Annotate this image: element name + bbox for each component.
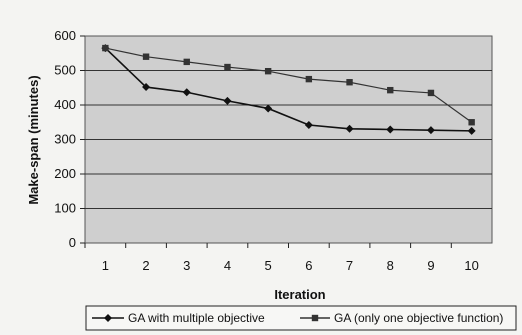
- legend-label: GA (only one objective function): [334, 311, 503, 325]
- series-line: [105, 47, 473, 123]
- legend-marker: [104, 314, 112, 322]
- x-tick-label: 9: [427, 258, 434, 273]
- data-point: [264, 67, 272, 75]
- y-tick-label: 100: [54, 201, 76, 216]
- x-tick-label: 1: [102, 258, 109, 273]
- data-point: [305, 75, 313, 83]
- y-axis-ticks: 0 100 200 300 400 500 600: [54, 28, 85, 250]
- y-tick-label: 300: [54, 132, 76, 147]
- x-tick-label: 10: [464, 258, 478, 273]
- x-tick-label: 7: [346, 258, 353, 273]
- data-point: [345, 124, 354, 133]
- legend-item-1: GA with multiple objective: [92, 311, 265, 325]
- x-axis-title: Iteration: [274, 287, 325, 302]
- data-point: [427, 89, 435, 97]
- data-point: [387, 86, 394, 94]
- legend-marker: [311, 314, 319, 322]
- y-tick-label: 600: [54, 28, 76, 43]
- data-point: [224, 63, 231, 71]
- y-tick-label: 400: [54, 97, 76, 112]
- y-tick-label: 200: [54, 166, 76, 181]
- data-point: [386, 125, 395, 134]
- legend-item-2: GA (only one objective function): [300, 311, 503, 325]
- x-tick-label: 8: [387, 258, 394, 273]
- data-point: [264, 104, 273, 113]
- data-point: [102, 44, 109, 52]
- data-point: [346, 79, 353, 86]
- data-point: [223, 96, 232, 105]
- x-tick-label: 5: [265, 258, 272, 273]
- data-point: [468, 119, 475, 126]
- data-point: [183, 58, 190, 66]
- data-point: [467, 126, 476, 135]
- y-axis-title: Make-span (minutes): [26, 75, 41, 204]
- x-tick-label: 3: [183, 258, 190, 273]
- series-line: [104, 47, 472, 132]
- data-point: [182, 88, 191, 97]
- data-point: [304, 121, 313, 130]
- y-tick-label: 500: [54, 63, 76, 78]
- data-point: [142, 53, 150, 60]
- x-tick-label: 6: [305, 258, 312, 273]
- x-tick-label: 2: [142, 258, 149, 273]
- series-group: [101, 44, 476, 135]
- y-tick-label: 0: [69, 235, 76, 250]
- gridlines: [85, 70, 492, 209]
- legend: GA with multiple objective GA (only one o…: [85, 305, 517, 331]
- x-tick-label: 4: [224, 258, 231, 273]
- series-2: [102, 44, 475, 126]
- x-axis-ticks: 1 2 3 4 5 6 7 8 9 10: [84, 243, 479, 273]
- data-point: [142, 83, 151, 92]
- legend-label: GA with multiple objective: [128, 311, 265, 325]
- data-point: [426, 126, 435, 135]
